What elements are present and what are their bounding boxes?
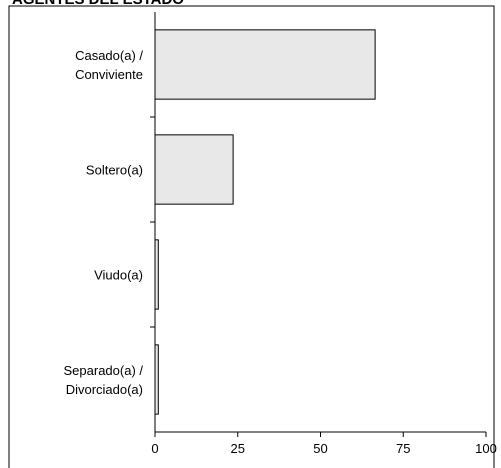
bar xyxy=(154,29,376,100)
x-tick-label: 100 xyxy=(475,441,497,456)
chart-title: AGENTES DEL ESTADO xyxy=(12,0,184,8)
y-tick-label: Separado(a) / Divorciado(a) xyxy=(63,362,144,397)
y-tick-label: Casado(a) / Conviviente xyxy=(75,47,143,82)
x-tick-label: 25 xyxy=(231,441,245,456)
bar xyxy=(154,134,234,205)
bar xyxy=(154,344,159,415)
x-tick-label: 75 xyxy=(396,441,410,456)
y-tick-label: Soltero(a) xyxy=(85,162,143,177)
x-tick-label: 0 xyxy=(151,441,158,456)
y-tick-label: Viudo(a) xyxy=(94,267,143,282)
frame xyxy=(8,5,495,468)
x-tick-label: 50 xyxy=(313,441,327,456)
bar xyxy=(154,239,159,310)
